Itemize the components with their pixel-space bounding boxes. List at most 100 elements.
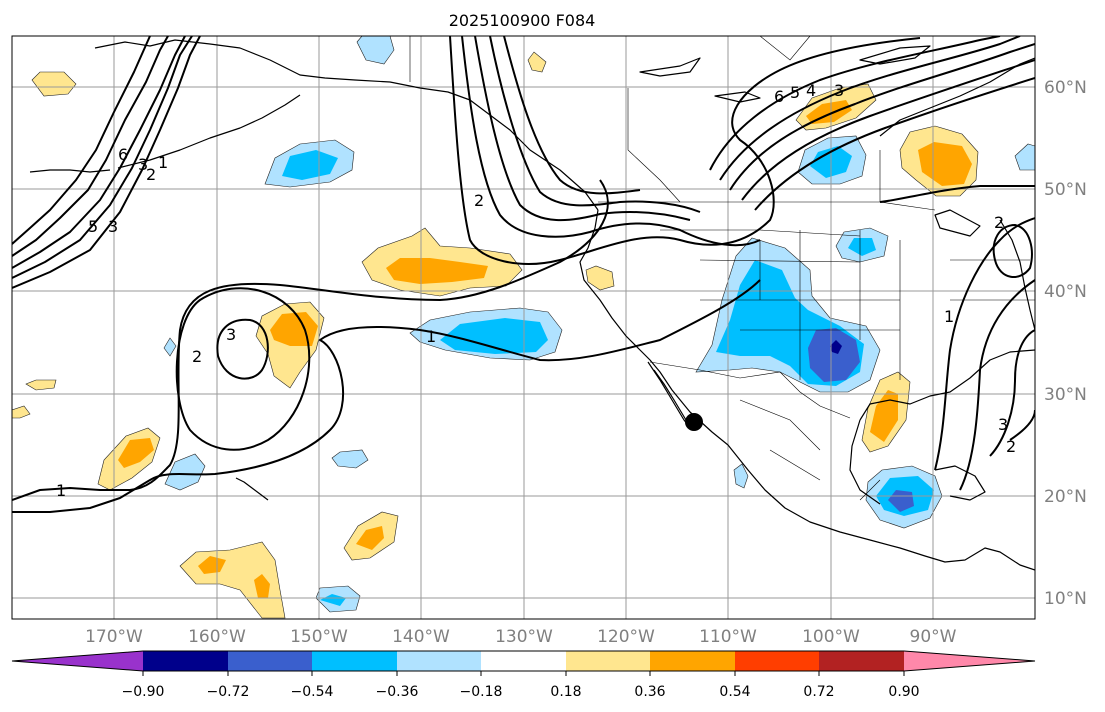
map-title: 2025100900 F084 (449, 11, 596, 30)
anomaly-core (806, 100, 852, 124)
contour-line (449, 36, 921, 265)
contour-line (992, 224, 1033, 278)
contour-line (12, 179, 609, 501)
us-mexico-border (649, 361, 851, 419)
contour-line (474, 36, 691, 222)
anomaly-blob (164, 453, 206, 491)
contour-label: 6 (774, 87, 784, 106)
contour-line (754, 77, 1035, 211)
contour-line (12, 36, 169, 257)
contour-label: 4 (806, 81, 816, 100)
contour-label: 5 (790, 83, 800, 102)
colorbar-tick-label: −0.90 (122, 684, 165, 700)
lon-label: 130°W (495, 627, 553, 647)
colorbar-segment (650, 651, 735, 671)
location-marker (685, 413, 703, 431)
contour-label: 1 (158, 153, 168, 172)
colorbar-segment (312, 651, 397, 671)
lon-label: 90°W (910, 627, 957, 647)
colorbar-segment (819, 651, 904, 671)
lon-label: 170°W (85, 627, 143, 647)
colorbar-segments (11, 650, 1036, 672)
lat-label: 40°N (1044, 282, 1087, 302)
contour-label: 3 (834, 81, 844, 100)
lat-label: 60°N (1044, 78, 1087, 98)
alaska-peninsula (117, 94, 301, 169)
colorbar-tick-label: 0.36 (634, 684, 665, 700)
contour-line (12, 36, 151, 245)
lon-label: 160°W (188, 627, 246, 647)
aleutians (29, 169, 111, 173)
colorbar-tick-label: −0.18 (460, 684, 503, 700)
colorbar-tick-label: 0.90 (888, 684, 919, 700)
contour-label: 1 (944, 307, 954, 326)
anomaly-blob (31, 71, 77, 97)
lat-label: 20°N (1044, 487, 1087, 507)
contour-label: 2 (994, 213, 1004, 232)
anomaly-core (254, 574, 270, 598)
contour-label: 1 (426, 327, 436, 346)
anomaly-blob (733, 463, 749, 489)
mexico-gulf (849, 419, 881, 505)
contour-line (12, 36, 186, 269)
colorbar-tick-label: 0.72 (803, 684, 834, 700)
graticule (12, 36, 1035, 619)
colorbar-tick-label: −0.54 (291, 684, 334, 700)
map-area: 6 3 2 1 5 3 3 2 1 1 6 5 4 3 2 2 1 3 2 (12, 36, 1035, 619)
canada-provinces (627, 88, 681, 203)
anomaly-core (386, 258, 488, 284)
contour-label: 2 (192, 347, 202, 366)
contour-label: 3 (226, 325, 236, 344)
colorbar-segment (228, 651, 312, 671)
contour-line (741, 59, 1035, 201)
colorbar-tick-label: −0.72 (207, 684, 250, 700)
great-lakes (934, 209, 981, 237)
contour-labels: 6 3 2 1 5 3 3 2 1 1 6 5 4 3 2 2 1 3 2 (56, 81, 1016, 500)
anomaly-blob (12, 405, 31, 419)
anomaly-strong (808, 328, 860, 382)
contour-label: 5 (88, 217, 98, 236)
contour-label: 2 (146, 165, 156, 184)
anomaly-extreme (830, 340, 842, 354)
anomaly-core (356, 526, 384, 550)
colorbar-tick-label: −0.36 (376, 684, 419, 700)
contour-line (709, 36, 1001, 171)
contour-label: 6 (118, 145, 128, 164)
contour-line (503, 36, 641, 195)
anomaly-core (440, 318, 548, 354)
lat-label: 50°N (1044, 180, 1087, 200)
anomaly-core (282, 150, 338, 180)
anomaly-core (118, 438, 154, 468)
contour-line (959, 279, 1035, 491)
contour-line (719, 36, 1021, 181)
anomaly-core (848, 238, 876, 256)
contour-line (216, 318, 269, 380)
anomaly-blob (356, 36, 395, 65)
lon-label: 110°W (699, 627, 757, 647)
anomaly-blob (331, 449, 369, 469)
colorbar-segment (566, 651, 650, 671)
contour-line (12, 36, 201, 289)
colorbar: −0.90 −0.72 −0.54 −0.36 −0.18 0.18 0.36 … (11, 650, 1036, 700)
anomaly-core (320, 594, 346, 606)
contour-line (489, 36, 701, 213)
colorbar-segment (12, 651, 143, 671)
hawaii (235, 477, 269, 501)
contour-line (879, 185, 1035, 203)
contour-label: 1 (56, 481, 66, 500)
lon-label: 100°W (802, 627, 860, 647)
height-contours (12, 36, 1035, 513)
yucatan (934, 465, 986, 501)
colorbar-segment (397, 651, 481, 671)
contour-label: 2 (474, 191, 484, 210)
latitude-labels: 60°N 50°N 40°N 30°N 20°N 10°N (1044, 78, 1087, 609)
canada-islands (714, 91, 761, 103)
contour-line (729, 43, 1035, 191)
anomaly-blob (163, 337, 177, 357)
lon-label: 150°W (290, 627, 348, 647)
colorbar-tick-label: 0.54 (719, 684, 750, 700)
contour-line (934, 217, 1035, 471)
map-frame (11, 35, 1036, 620)
contour-line (461, 36, 761, 247)
